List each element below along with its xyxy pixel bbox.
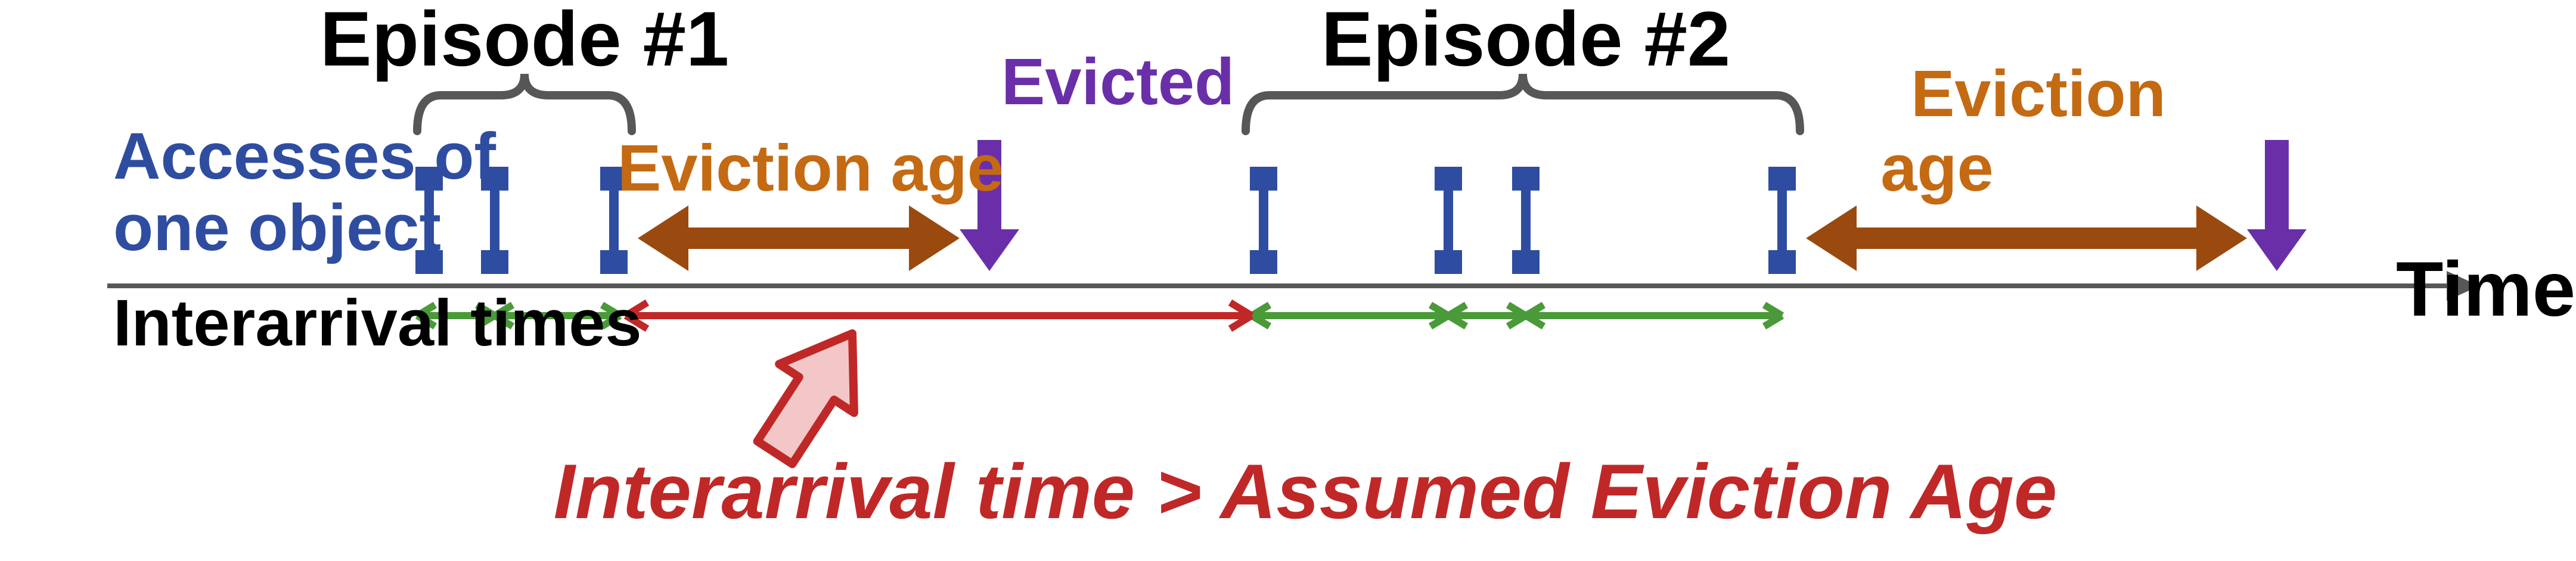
episode2-title: Episode #2 xyxy=(1321,0,1730,82)
eviction-age-2-label-b: age xyxy=(1880,132,1994,205)
time-label: Time xyxy=(2396,245,2575,332)
accesses-label-2: one object xyxy=(113,191,441,264)
eviction-age-2-label-a: Eviction xyxy=(1911,57,2166,130)
accesses-label-1: Accesses of xyxy=(113,120,496,193)
bottom-callout-label: Interarrival time > Assumed Eviction Age xyxy=(554,448,2057,535)
episode1-title: Episode #1 xyxy=(320,0,729,82)
evicted-label: Evicted xyxy=(1001,45,1234,119)
eviction-age-1-label: Eviction age xyxy=(617,132,1004,205)
interarrival-label: Interarrival times xyxy=(113,286,642,360)
